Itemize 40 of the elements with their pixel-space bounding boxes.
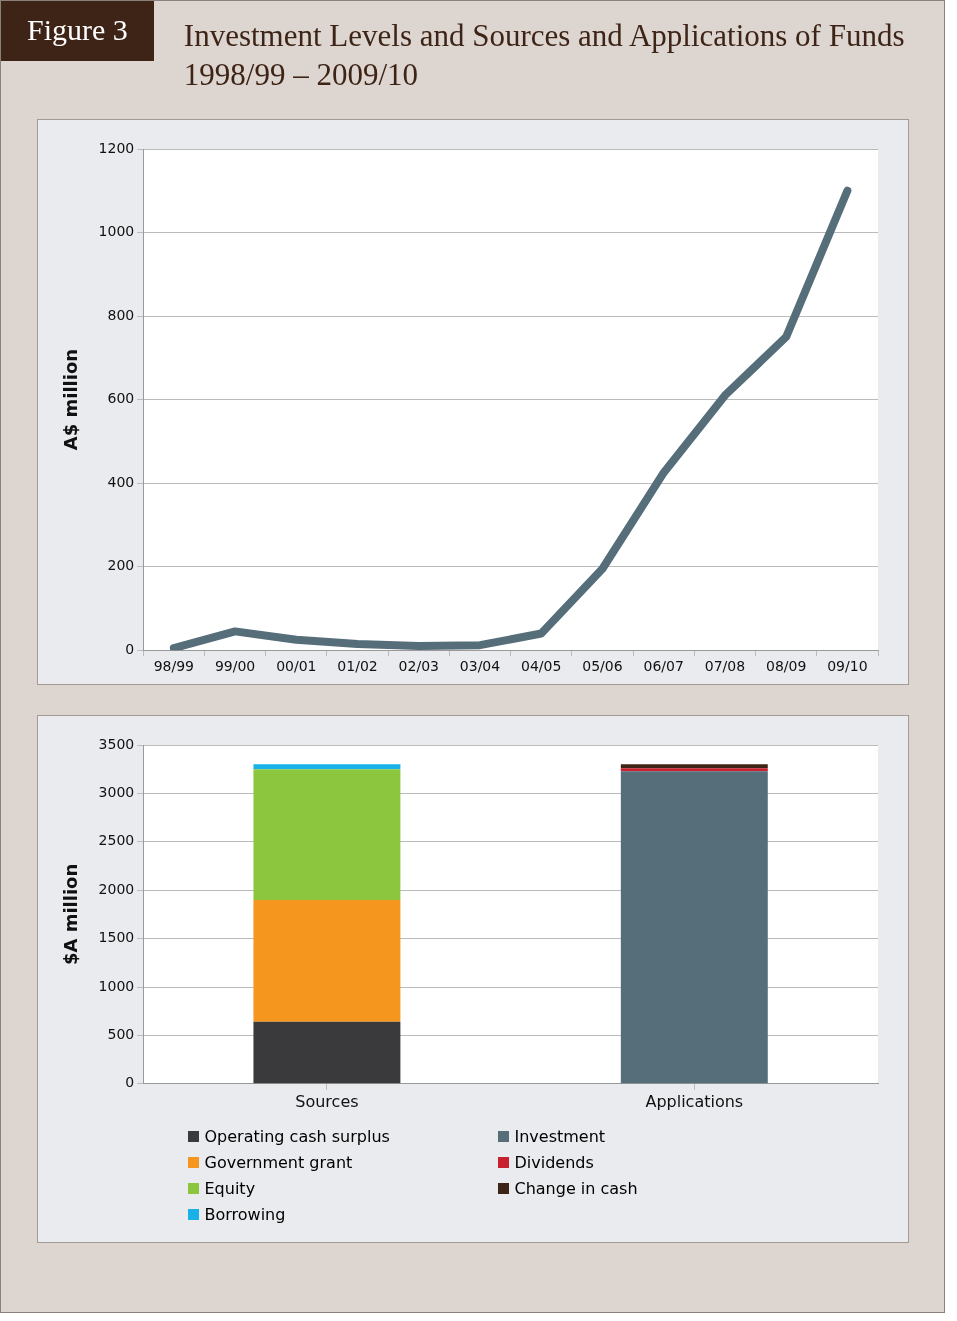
y-tick-label: 200 [106,556,134,573]
x-tick-label: 98/99 [153,657,194,674]
y-tick-label: 400 [106,473,134,490]
y-tick-label: 1000 [98,977,134,994]
y-tick-label: 3500 [98,735,134,752]
y-tick-label: 2000 [98,880,134,897]
x-tick-label: 07/08 [704,657,745,674]
chart-title: Investment Levels and Sources and Applications of Funds 1998/99 – 2009/10 [182,17,906,94]
y-tick-label: 500 [106,1025,134,1042]
legend-label: Equity [204,1179,256,1198]
x-tick-label: 04/05 [520,657,561,674]
y-tick-label: 1200 [98,139,134,156]
y-tick-label: 0 [124,1073,134,1090]
x-tick-label: 08/09 [765,657,806,674]
x-tick-label: Applications [644,1091,743,1111]
x-tick-label: 99/00 [214,657,255,674]
x-tick-label: 01/02 [336,657,378,674]
y-tick-label: 0 [124,640,134,657]
x-tick-label: Sources [294,1091,359,1111]
caption: Figure 3 [27,13,128,46]
legend-label: Government grant [204,1153,353,1172]
y-axis-title: A$ million [59,348,81,450]
y-tick-label: 600 [106,389,134,406]
legend-label: Change in cash [514,1179,638,1198]
x-tick-label: 09/10 [826,657,868,674]
legend-label: Dividends [514,1153,594,1172]
y-tick-label: 1500 [98,928,134,945]
x-tick-label: 03/04 [459,657,500,674]
legend-label: Investment [514,1127,606,1146]
legend-label: Borrowing [204,1205,286,1224]
y-tick-label: 3000 [98,783,134,800]
y-tick-label: 2500 [98,831,134,848]
y-tick-label: 1000 [98,222,134,239]
y-axis-title: $A million [59,863,81,965]
x-tick-label: 02/03 [398,657,439,674]
x-tick-label: 00/01 [275,657,316,674]
x-tick-label: 05/06 [581,657,623,674]
legend-label: Operating cash surplus [204,1127,390,1146]
y-tick-label: 800 [106,306,134,323]
x-tick-label: 06/07 [643,657,684,674]
